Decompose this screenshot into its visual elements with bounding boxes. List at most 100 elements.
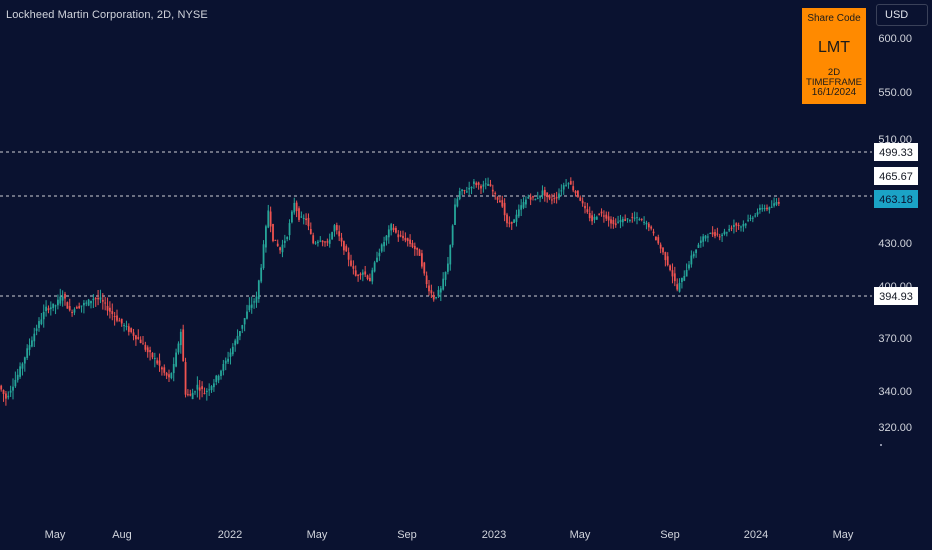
candle-body xyxy=(775,202,778,205)
candle-body xyxy=(156,360,159,364)
candle-body xyxy=(409,239,411,244)
candle-body xyxy=(106,305,109,311)
x-axis: May Aug 2022 May Sep 2023 May Sep 2024 May xyxy=(45,529,854,541)
candle-body xyxy=(690,255,693,265)
candle-body xyxy=(319,240,322,242)
candle-body xyxy=(626,218,629,220)
candle-body xyxy=(281,244,284,253)
candle-body xyxy=(42,311,45,320)
candle-body xyxy=(562,185,565,190)
candle-body xyxy=(175,352,177,367)
candle-body xyxy=(725,232,728,234)
candle-body xyxy=(711,232,714,235)
candle-body xyxy=(324,241,326,243)
candle-body xyxy=(243,318,246,325)
candle-body xyxy=(272,223,274,241)
candle-body xyxy=(321,240,324,243)
candle-body xyxy=(399,235,402,237)
candle-body xyxy=(522,202,525,208)
candle-body xyxy=(747,219,749,221)
candle-body xyxy=(269,211,272,227)
price-tags: 499.33 465.67 394.93 463.18 xyxy=(874,143,918,305)
candle-body xyxy=(307,217,310,227)
candle-body xyxy=(404,237,407,241)
x-tick-label: 2022 xyxy=(218,529,242,541)
candle-body xyxy=(673,273,676,282)
candle-body xyxy=(735,223,738,226)
candle-body xyxy=(595,216,598,220)
candle-body xyxy=(581,200,584,204)
candle-body xyxy=(369,277,371,282)
candle-body xyxy=(177,343,180,353)
candle-body xyxy=(442,278,445,290)
candle-body xyxy=(253,301,255,303)
candle-body xyxy=(506,214,508,224)
candle-body xyxy=(250,304,253,308)
candle-body xyxy=(567,183,570,185)
candle-body xyxy=(198,387,201,391)
candle-body xyxy=(123,325,125,327)
candle-body xyxy=(345,246,348,252)
candle-body xyxy=(163,367,166,373)
candle-body xyxy=(586,209,589,213)
candle-body xyxy=(447,263,449,272)
candle-body xyxy=(449,245,452,265)
candle-body xyxy=(21,363,24,369)
candle-body xyxy=(444,271,447,280)
candle-body xyxy=(598,213,601,215)
candle-body xyxy=(64,293,66,299)
currency-selector[interactable]: USD xyxy=(876,4,928,26)
candle-body xyxy=(737,225,740,227)
candle-body xyxy=(652,231,655,234)
candle-body xyxy=(768,207,771,210)
candle-body xyxy=(312,235,315,244)
candle-body xyxy=(194,391,196,393)
candle-body xyxy=(633,217,636,219)
candle-body xyxy=(260,267,263,282)
candle-body xyxy=(0,385,3,390)
y-tick-label: 600.00 xyxy=(878,33,912,45)
candle-body xyxy=(629,219,631,221)
candle-body xyxy=(314,242,317,244)
candle-body xyxy=(489,184,492,187)
x-tick-label: Sep xyxy=(660,529,680,541)
candle-body xyxy=(279,247,281,251)
candle-body xyxy=(246,311,248,319)
candle-body xyxy=(413,245,416,250)
candle-body xyxy=(678,282,681,292)
candle-body xyxy=(402,235,404,239)
candle-body xyxy=(87,299,90,306)
level-tag-label: 465.67 xyxy=(879,171,913,183)
candle-body xyxy=(482,184,485,187)
candle-body xyxy=(553,198,556,200)
candle-body xyxy=(172,364,175,374)
candle-body xyxy=(503,202,506,216)
candle-body xyxy=(205,390,208,393)
x-tick-label: May xyxy=(833,529,854,541)
candle-body xyxy=(52,303,55,309)
candle-body xyxy=(184,362,187,395)
candle-body xyxy=(158,360,161,366)
candle-body xyxy=(352,266,355,269)
candle-body xyxy=(213,383,215,388)
candles xyxy=(0,177,780,406)
candle-body xyxy=(187,394,189,396)
candle-body xyxy=(390,224,393,231)
candle-body xyxy=(146,347,149,353)
candle-body xyxy=(137,337,140,339)
candle-body xyxy=(7,395,10,398)
level-tag xyxy=(874,287,918,305)
candle-body xyxy=(45,306,47,312)
candle-body xyxy=(669,265,671,271)
candle-body xyxy=(9,390,12,393)
candle-body xyxy=(749,217,752,219)
candle-body xyxy=(161,367,163,370)
candle-body xyxy=(411,242,414,247)
candle-body xyxy=(149,350,151,353)
candle-body xyxy=(468,187,471,190)
candle-body xyxy=(487,183,489,186)
candle-body xyxy=(248,305,251,311)
level-tag-label: 499.33 xyxy=(879,147,913,159)
